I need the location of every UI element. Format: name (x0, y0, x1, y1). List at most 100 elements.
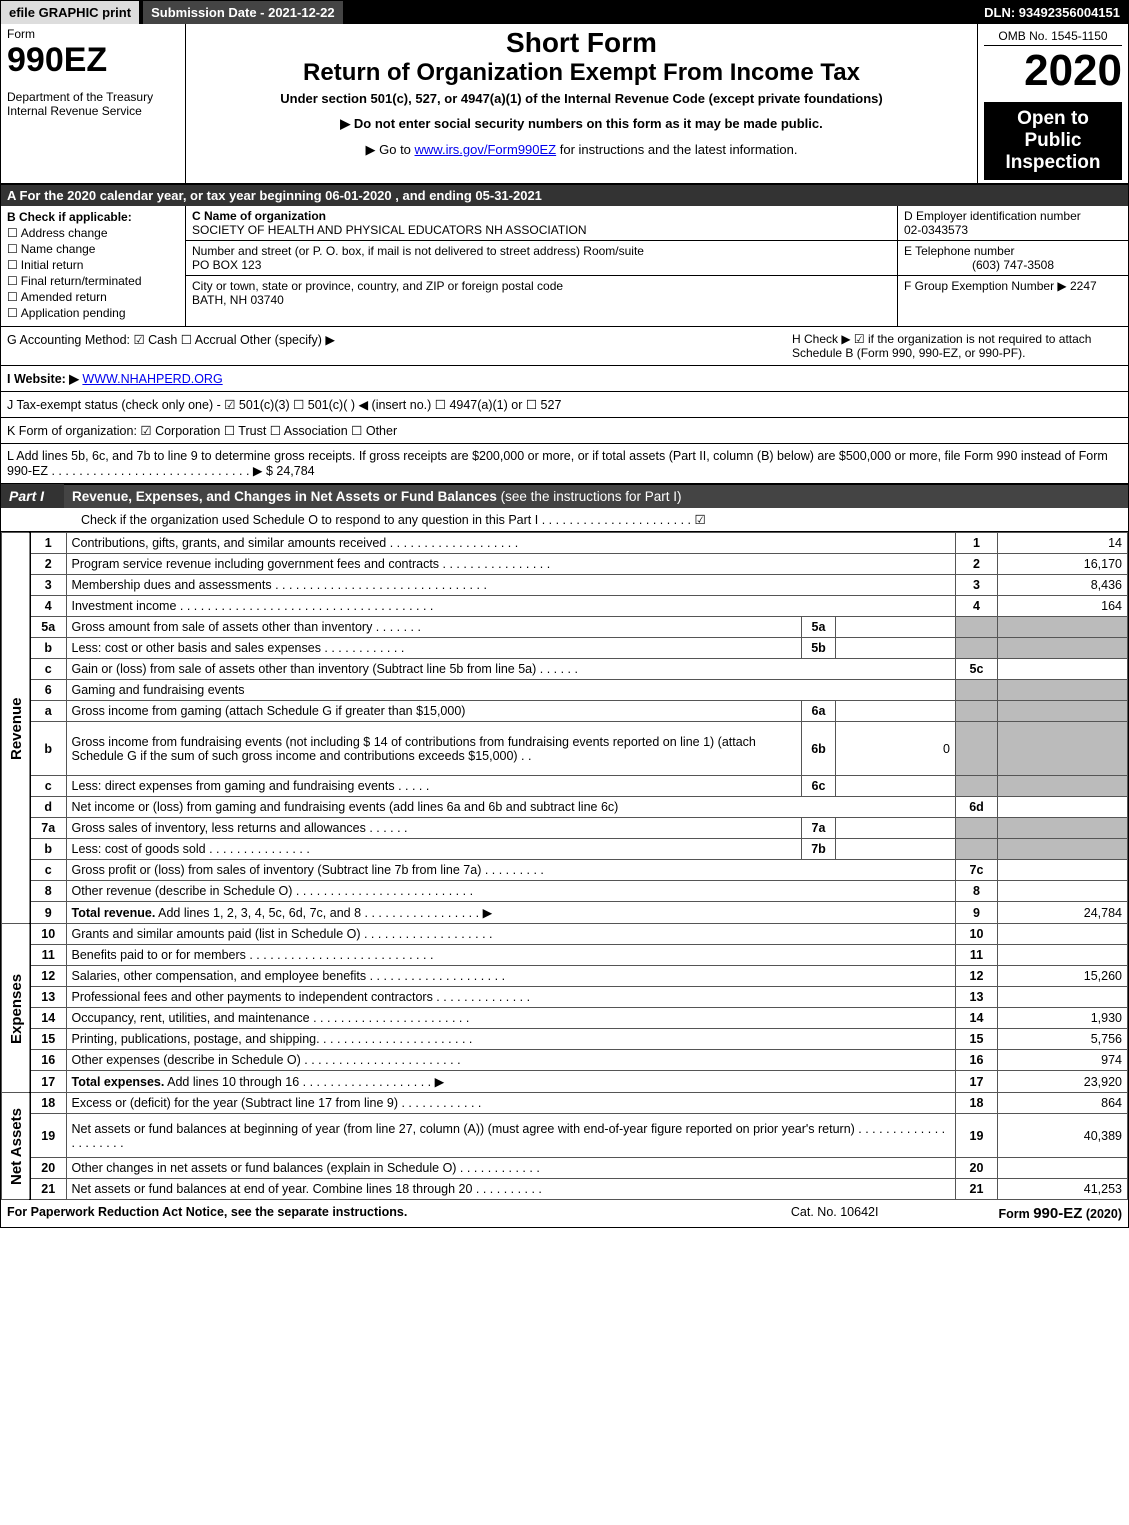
right-line-number: 16 (956, 1050, 998, 1071)
line-number: 11 (30, 945, 66, 966)
line-row: 16Other expenses (describe in Schedule O… (2, 1050, 1128, 1071)
line-number: 1 (30, 533, 66, 554)
mid-line-number: 7b (802, 839, 836, 860)
mid-line-number: 6c (802, 776, 836, 797)
efile-print-button[interactable]: efile GRAPHIC print (1, 1, 141, 24)
id-column: D Employer identification number 02-0343… (898, 206, 1128, 326)
form-short-title: Short Form (192, 27, 971, 59)
right-line-number: 18 (956, 1093, 998, 1114)
check-address-change[interactable]: Address change (7, 226, 179, 240)
form-label: Form (7, 27, 179, 41)
check-final-return[interactable]: Final return/terminated (7, 274, 179, 288)
line-number: d (30, 797, 66, 818)
submission-date-button[interactable]: Submission Date - 2021-12-22 (143, 1, 345, 24)
line-number: 14 (30, 1008, 66, 1029)
line-number: 2 (30, 554, 66, 575)
line-number: 16 (30, 1050, 66, 1071)
footer-pra: For Paperwork Reduction Act Notice, see … (7, 1205, 407, 1222)
line-row: cLess: direct expenses from gaming and f… (2, 776, 1128, 797)
public-note: ▶ Do not enter social security numbers o… (192, 116, 971, 132)
side-label-exp: Expenses (2, 924, 31, 1093)
right-line-number: 17 (956, 1071, 998, 1093)
right-line-number: 2 (956, 554, 998, 575)
line-number: 12 (30, 966, 66, 987)
mid-line-value (836, 638, 956, 659)
line-row: 15Printing, publications, postage, and s… (2, 1029, 1128, 1050)
city-label: City or town, state or province, country… (192, 279, 891, 293)
line-number: 6 (30, 680, 66, 701)
mid-line-value (836, 617, 956, 638)
line-row: 17Total expenses. Add lines 10 through 1… (2, 1071, 1128, 1093)
line-row: cGain or (loss) from sale of assets othe… (2, 659, 1128, 680)
check-initial-return[interactable]: Initial return (7, 258, 179, 272)
right-line-number (956, 617, 998, 638)
line-desc: Total revenue. Add lines 1, 2, 3, 4, 5c,… (66, 902, 956, 924)
dln-label: DLN: 93492356004151 (976, 1, 1128, 24)
irs-link[interactable]: www.irs.gov/Form990EZ (415, 142, 557, 157)
line-value (998, 945, 1128, 966)
group-exemption-label: F Group Exemption Number ▶ (904, 279, 1067, 293)
group-exemption-value: 2247 (1070, 279, 1097, 293)
line-desc: Gross income from gaming (attach Schedul… (66, 701, 802, 722)
line-row: 3Membership dues and assessments . . . .… (2, 575, 1128, 596)
line-row: Net Assets18Excess or (deficit) for the … (2, 1093, 1128, 1114)
right-line-number: 19 (956, 1114, 998, 1158)
line-number: 20 (30, 1158, 66, 1179)
line-desc: Gross sales of inventory, less returns a… (66, 818, 802, 839)
line-row: 4Investment income . . . . . . . . . . .… (2, 596, 1128, 617)
line-value (998, 797, 1128, 818)
form-header: Form 990EZ Department of the Treasury In… (1, 24, 1128, 185)
side-label-na: Net Assets (2, 1093, 31, 1200)
line-desc: Contributions, gifts, grants, and simila… (66, 533, 956, 554)
line-value: 15,260 (998, 966, 1128, 987)
line-desc: Investment income . . . . . . . . . . . … (66, 596, 956, 617)
line-value: 864 (998, 1093, 1128, 1114)
line-desc: Total expenses. Add lines 10 through 16 … (66, 1071, 956, 1093)
line-desc: Gross profit or (loss) from sales of inv… (66, 860, 956, 881)
line-desc: Other changes in net assets or fund bala… (66, 1158, 956, 1179)
line-value: 16,170 (998, 554, 1128, 575)
line-row: 2Program service revenue including gover… (2, 554, 1128, 575)
line-value (998, 987, 1128, 1008)
right-line-number: 20 (956, 1158, 998, 1179)
page-footer: For Paperwork Reduction Act Notice, see … (1, 1200, 1128, 1227)
right-line-number: 12 (956, 966, 998, 987)
info-grid: B Check if applicable: Address change Na… (1, 206, 1128, 327)
line-number: c (30, 659, 66, 680)
line-row: 9Total revenue. Add lines 1, 2, 3, 4, 5c… (2, 902, 1128, 924)
line-value (998, 701, 1128, 722)
addr-label: Number and street (or P. O. box, if mail… (192, 244, 891, 258)
line-desc: Other revenue (describe in Schedule O) .… (66, 881, 956, 902)
section-l: L Add lines 5b, 6c, and 7b to line 9 to … (1, 444, 1128, 483)
line-value (998, 680, 1128, 701)
inspection-badge: Open to Public Inspection (984, 102, 1122, 180)
line-value (998, 659, 1128, 680)
line-value: 974 (998, 1050, 1128, 1071)
check-amended-return[interactable]: Amended return (7, 290, 179, 304)
line-desc: Less: cost of goods sold . . . . . . . .… (66, 839, 802, 860)
line-value (998, 924, 1128, 945)
part-1-tag: Part I (1, 484, 64, 508)
line-number: 19 (30, 1114, 66, 1158)
check-application-pending[interactable]: Application pending (7, 306, 179, 320)
line-row: 19Net assets or fund balances at beginni… (2, 1114, 1128, 1158)
line-number: 7a (30, 818, 66, 839)
org-name: SOCIETY OF HEALTH AND PHYSICAL EDUCATORS… (192, 223, 891, 237)
line-value (998, 818, 1128, 839)
right-line-number: 5c (956, 659, 998, 680)
line-row: bLess: cost or other basis and sales exp… (2, 638, 1128, 659)
mid-line-number: 5a (802, 617, 836, 638)
check-name-change[interactable]: Name change (7, 242, 179, 256)
line-number: 10 (30, 924, 66, 945)
line-row: aGross income from gaming (attach Schedu… (2, 701, 1128, 722)
line-desc: Net assets or fund balances at end of ye… (66, 1179, 956, 1200)
line-desc: Salaries, other compensation, and employ… (66, 966, 956, 987)
mid-line-number: 5b (802, 638, 836, 659)
section-g: G Accounting Method: ☑ Cash ☐ Accrual Ot… (7, 332, 792, 360)
line-desc: Grants and similar amounts paid (list in… (66, 924, 956, 945)
line-number: 3 (30, 575, 66, 596)
line-row: 20Other changes in net assets or fund ba… (2, 1158, 1128, 1179)
line-value: 41,253 (998, 1179, 1128, 1200)
website-link[interactable]: WWW.NHAHPERD.ORG (82, 372, 222, 386)
line-desc: Benefits paid to or for members . . . . … (66, 945, 956, 966)
